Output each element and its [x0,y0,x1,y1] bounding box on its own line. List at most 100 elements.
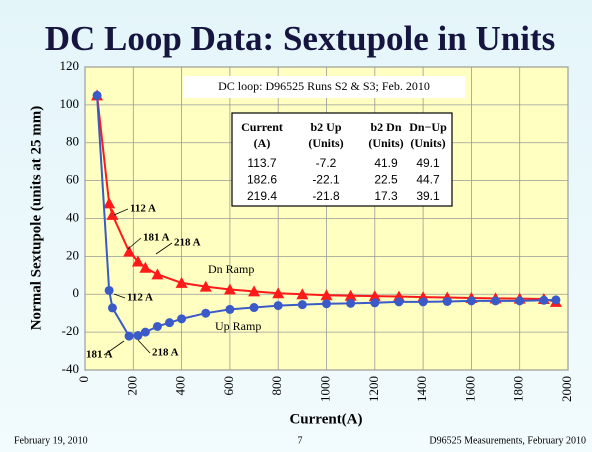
point [177,314,187,324]
x-tick-label: 1200 [366,376,381,402]
y-tick-label: 40 [66,209,79,224]
point [539,295,549,305]
y-tick-label: -40 [62,361,79,376]
annotation-leader [155,242,173,255]
table-cell: 39.1 [416,189,440,203]
footer-center: 7 [298,435,303,446]
annotation: 112 A [130,203,156,215]
point [248,285,261,297]
table-cell: -7.2 [316,156,337,170]
point [223,283,236,295]
table-header: Current [241,120,283,134]
y-tick-label: 120 [60,58,80,73]
point [344,289,357,301]
point [491,296,501,306]
table-cell: 22.5 [374,173,398,187]
point [249,303,259,313]
point [103,197,116,209]
x-tick-label: 0 [76,376,91,383]
table-header: Dn−Up [409,120,447,134]
table-cell: -21.8 [312,189,340,203]
point [139,261,152,273]
y-tick-label: 20 [66,247,79,262]
table-cell: 219.4 [247,189,277,203]
table-header: b2 Up [310,120,341,134]
point [346,298,356,308]
table-cell: 17.3 [374,189,398,203]
annotation-leader [137,339,151,354]
point [124,331,134,341]
point [199,280,212,292]
y-axis-label: Normal Sextupole (units at 25 mm) [28,106,44,331]
x-tick-label: 600 [221,376,236,396]
point [151,268,164,280]
x-tick-label: 1600 [462,376,477,402]
series-label: Up Ramp [215,319,261,333]
point [515,296,525,306]
table-header: (Units) [308,136,343,150]
x-axis-label: Current(A) [289,411,362,427]
note: DC loop: D96525 Runs S2 & S3; Feb. 2010 [218,79,430,93]
x-tick-label: 1000 [317,376,332,402]
table-header: (Units) [368,136,403,150]
point [133,331,143,341]
point [296,288,309,300]
point [123,245,136,257]
x-tick-label: 1800 [511,376,526,402]
x-tick-label: 200 [124,376,139,396]
point [442,296,452,306]
table-box [231,112,453,207]
annotation: 218 A [152,347,179,359]
point [225,304,235,314]
table-cell: 41.9 [374,156,398,170]
point [370,298,380,308]
annotation-leader [103,340,125,356]
point [140,327,150,337]
point [297,300,307,310]
table-cell: 182.6 [247,173,277,187]
annotation: 181 A [86,349,113,361]
point [106,208,119,220]
point [368,290,381,302]
table-header: (A) [254,136,271,150]
annotation-leader [113,293,126,299]
table-header: b2 Dn [370,120,401,134]
y-tick-label: 100 [60,96,80,111]
series-label: Dn Ramp [208,262,254,276]
point [551,295,561,305]
table-cell: -22.1 [312,173,340,187]
note-box [183,76,465,98]
table-cell: 49.1 [416,156,440,170]
table-cell: 44.7 [416,173,440,187]
point [165,318,175,328]
table-cell: 113.7 [247,156,276,170]
point [322,299,331,309]
x-tick-label: 2000 [559,376,574,402]
point [92,90,102,100]
y-tick-label: 80 [66,134,79,149]
point [152,321,162,331]
x-tick-label: 400 [173,376,188,396]
slide-title: DC Loop Data: Sextupole in Units [45,19,555,58]
annotation-leader [113,208,129,216]
annotation: 181 A [143,232,170,244]
point [131,255,144,267]
point [104,285,114,295]
table-header: (Units) [410,136,445,150]
point [466,296,476,306]
point [175,276,188,288]
annotation-leader [127,237,142,250]
point [272,287,285,299]
point [273,301,283,311]
point [418,297,428,307]
point [201,308,211,318]
x-tick-label: 800 [269,376,284,396]
point [394,297,404,307]
footer-right: D96525 Measurements, February 2010 [429,435,586,446]
y-tick-label: 60 [66,172,79,187]
y-tick-label: 0 [73,285,80,300]
y-tick-label: -20 [62,323,79,338]
x-tick-label: 1400 [414,376,429,402]
point [320,289,333,301]
point [107,303,117,313]
